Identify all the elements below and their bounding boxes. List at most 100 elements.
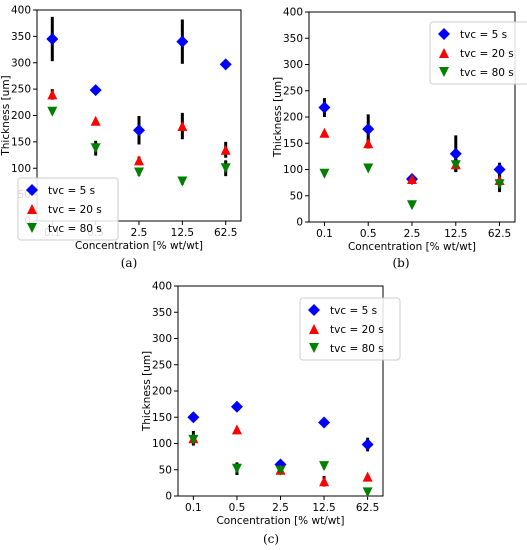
legend-label: tvc = 80 s <box>460 67 514 79</box>
y-tick-label: 250 <box>283 85 303 97</box>
y-tick-label: 50 <box>290 190 303 202</box>
x-tick-label: 12.5 <box>312 502 335 514</box>
data-point-triangle-up <box>319 476 330 487</box>
data-point-diamond <box>449 147 462 160</box>
legend: tvc = 5 s tvc = 20 s tvc = 80 s <box>299 297 401 361</box>
data-point-diamond <box>318 101 331 114</box>
data-point-triangle-down <box>319 168 330 179</box>
data-point-triangle-up <box>47 89 58 100</box>
data-point-diamond <box>361 438 374 451</box>
chart-panel-2: 0 50 100 150 200 250 300 350 400 0.1 0.5 2.5 12.5 62.… <box>272 7 527 270</box>
data-point-diamond <box>176 35 189 48</box>
data-point-triangle-down <box>363 163 374 174</box>
legend-marker <box>27 223 37 233</box>
data-point-triangle-up <box>220 144 231 155</box>
x-tick-label: 2.5 <box>272 502 289 514</box>
data-point-triangle-down <box>220 163 231 174</box>
data-point-triangle-up <box>319 127 330 138</box>
x-tick-label: 12.5 <box>444 228 467 240</box>
y-tick-label: 150 <box>152 412 172 424</box>
y-tick-label: 400 <box>283 7 303 19</box>
legend-marker <box>26 184 38 196</box>
data-point-diamond <box>318 416 331 429</box>
y-tick-label: 300 <box>11 57 31 69</box>
legend-label: tvc = 80 s <box>48 223 102 235</box>
y-tick-label: 300 <box>152 333 172 345</box>
data-point-triangle-down <box>362 487 373 498</box>
legend-marker <box>439 67 449 77</box>
data-point-triangle-down <box>47 106 58 117</box>
y-tick-label: 100 <box>152 438 172 450</box>
y-tick-label: 200 <box>152 386 172 398</box>
legend-box <box>429 21 527 85</box>
x-tick-label: 12.5 <box>171 227 194 239</box>
legend: tvc = 5 s tvc = 20 s tvc = 80 s <box>429 21 527 85</box>
data-point-diamond <box>46 33 59 46</box>
x-tick-label: 0.5 <box>229 502 246 514</box>
y-axis-label: Thickness [um] <box>272 77 284 158</box>
y-tick-label: 350 <box>152 307 172 319</box>
data-point-triangle-down <box>134 167 144 178</box>
legend: tvc = 5 s tvc = 20 s tvc = 80 s <box>17 177 119 241</box>
legend-marker <box>308 304 320 316</box>
legend-marker <box>438 28 450 40</box>
legend-box <box>17 177 119 241</box>
y-tick-label: 150 <box>283 138 303 150</box>
x-axis-label: Concentration [% wt/wt] <box>75 240 203 252</box>
x-tick-label: 0.1 <box>185 502 202 514</box>
legend-marker <box>309 343 319 353</box>
data-point-triangle-down <box>188 434 199 445</box>
x-tick-label: 62.5 <box>488 228 511 240</box>
data-point-diamond <box>230 400 243 413</box>
y-tick-label: 200 <box>11 110 31 122</box>
legend-box <box>299 297 401 361</box>
data-point-triangle-up <box>362 471 373 482</box>
x-axis-label: Concentration [% wt/wt] <box>216 515 344 527</box>
data-point-triangle-down <box>177 176 188 187</box>
y-tick-label: 50 <box>159 464 172 476</box>
y-tick-label: 200 <box>283 112 303 124</box>
legend-marker <box>309 324 319 334</box>
x-tick-label: 2.5 <box>131 227 148 239</box>
data-point-diamond <box>187 411 200 424</box>
legend-label: tvc = 5 s <box>330 305 377 317</box>
data-point-triangle-down <box>231 463 242 474</box>
data-point-triangle-up <box>231 424 242 435</box>
panel-caption: (c) <box>263 532 279 546</box>
legend-label: tvc = 5 s <box>460 29 507 41</box>
legend-label: tvc = 5 s <box>48 185 95 197</box>
y-tick-label: 350 <box>11 31 31 43</box>
data-point-diamond <box>362 123 375 136</box>
data-point-triangle-up <box>177 121 188 132</box>
data-point-triangle-down <box>450 160 461 171</box>
legend-label: tvc = 80 s <box>330 343 384 355</box>
y-tick-label: 300 <box>283 59 303 71</box>
y-tick-label: 250 <box>11 84 31 96</box>
legend-label: tvc = 20 s <box>460 48 514 60</box>
y-tick-label: 400 <box>152 281 172 293</box>
data-point-triangle-down <box>319 461 330 472</box>
chart-panel-1: 0501001502002503003504000.10.52.512.562.… <box>0 5 242 270</box>
x-axis-label: Concentration [% wt/wt] <box>348 241 476 253</box>
y-tick-label: 350 <box>283 33 303 45</box>
data-point-diamond <box>493 163 506 176</box>
y-tick-label: 100 <box>11 163 31 175</box>
x-tick-label: 0.1 <box>316 228 333 240</box>
legend-label: tvc = 20 s <box>48 204 102 216</box>
y-axis-label: Thickness [um] <box>0 75 12 156</box>
y-tick-label: 250 <box>152 359 172 371</box>
x-tick-label: 62.5 <box>356 502 379 514</box>
panel-caption: (b) <box>392 256 409 270</box>
legend-marker <box>27 204 37 214</box>
y-tick-label: 0 <box>296 217 303 229</box>
data-point-diamond <box>133 124 145 137</box>
legend-marker <box>439 48 449 58</box>
x-tick-label: 62.5 <box>214 227 237 239</box>
data-point-triangle-down <box>90 143 101 154</box>
y-tick-label: 0 <box>165 491 172 503</box>
panel-caption: (a) <box>121 256 138 270</box>
data-point-triangle-up <box>90 115 101 126</box>
data-point-triangle-down <box>275 465 286 476</box>
y-tick-label: 100 <box>283 164 303 176</box>
